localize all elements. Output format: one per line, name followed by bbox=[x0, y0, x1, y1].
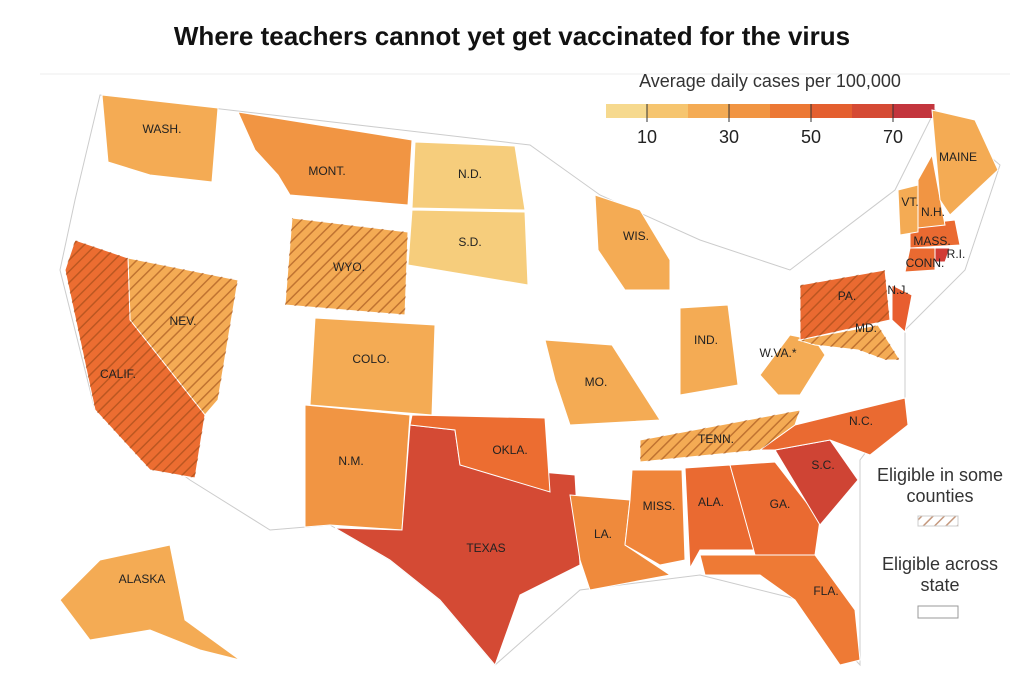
state-label: WASH. bbox=[143, 122, 182, 136]
state bbox=[411, 141, 526, 211]
legend-swatch bbox=[811, 104, 853, 118]
state-label: OKLA. bbox=[492, 443, 527, 457]
state-label: N.C. bbox=[849, 414, 873, 428]
state bbox=[304, 404, 411, 531]
legend-all: Eligible across state bbox=[881, 554, 999, 595]
state bbox=[891, 284, 913, 333]
white-swatch bbox=[917, 605, 959, 619]
state bbox=[904, 247, 936, 273]
legend-tick-label: 50 bbox=[801, 127, 821, 147]
state-label: VT. bbox=[901, 195, 918, 209]
state-label: MD. bbox=[855, 321, 877, 335]
state-label: MONT. bbox=[308, 164, 345, 178]
state-label: CONN. bbox=[906, 256, 945, 270]
state-label: MISS. bbox=[643, 499, 676, 513]
state-label: MO. bbox=[585, 375, 608, 389]
state-label: N.M. bbox=[338, 454, 363, 468]
state bbox=[897, 184, 919, 236]
state-label: R.I. bbox=[947, 247, 966, 261]
state-label: W.VA.* bbox=[759, 346, 796, 360]
state bbox=[594, 194, 671, 291]
state bbox=[59, 544, 241, 661]
legend-swatch bbox=[606, 104, 648, 118]
state-hatch bbox=[798, 325, 900, 360]
state-label: ALA. bbox=[698, 495, 724, 509]
hatch-swatch bbox=[917, 515, 959, 527]
state bbox=[624, 469, 686, 566]
legend-title: Average daily cases per 100,000 bbox=[639, 71, 901, 91]
legend-some: Eligible in some counties bbox=[876, 465, 1004, 506]
state bbox=[931, 109, 999, 216]
state-label: S.C. bbox=[811, 458, 834, 472]
state-label: ALASKA bbox=[119, 572, 166, 586]
state-label: N.H. bbox=[921, 205, 945, 219]
state bbox=[407, 209, 529, 286]
state-label: S.D. bbox=[458, 235, 481, 249]
title: Where teachers cannot yet get vaccinated… bbox=[174, 21, 850, 51]
legend-swatch bbox=[852, 104, 894, 118]
state-label: COLO. bbox=[352, 352, 389, 366]
state bbox=[729, 461, 821, 556]
state-label: GA. bbox=[770, 497, 791, 511]
state bbox=[544, 339, 661, 426]
state bbox=[101, 94, 219, 183]
state-label: TENN. bbox=[698, 432, 734, 446]
state bbox=[237, 111, 413, 206]
state-hatch bbox=[285, 218, 408, 315]
state bbox=[917, 153, 946, 229]
state-label: MAINE bbox=[939, 150, 977, 164]
legend-swatch bbox=[688, 104, 730, 118]
state-label: NEV. bbox=[170, 314, 197, 328]
legend-tick-label: 70 bbox=[883, 127, 903, 147]
state-hatch bbox=[800, 270, 890, 340]
state bbox=[758, 397, 909, 456]
state-label: FLA. bbox=[813, 584, 838, 598]
legend-swatch bbox=[893, 104, 935, 118]
state-label: WYO. bbox=[333, 260, 365, 274]
state-label: N.D. bbox=[458, 167, 482, 181]
legend-swatch bbox=[729, 104, 771, 118]
state-label: WIS. bbox=[623, 229, 649, 243]
legend-tick-label: 10 bbox=[637, 127, 657, 147]
state-label: IND. bbox=[694, 333, 718, 347]
state-label: LA. bbox=[594, 527, 612, 541]
legend-swatch bbox=[647, 104, 689, 118]
state-hatch bbox=[128, 258, 238, 415]
state-label: TEXAS bbox=[466, 541, 505, 555]
state bbox=[309, 317, 436, 416]
legend-tick-label: 30 bbox=[719, 127, 739, 147]
state-label: MASS. bbox=[913, 234, 950, 248]
state-label: PA. bbox=[838, 289, 856, 303]
legend: 10 30 50 70 bbox=[606, 104, 935, 147]
state bbox=[679, 304, 739, 396]
state bbox=[699, 554, 861, 666]
state bbox=[934, 247, 951, 263]
state-label: N.J. bbox=[887, 283, 908, 297]
state-hatch bbox=[640, 410, 800, 462]
states: WASH. MONT. N.D. S.D. WYO. NEV. CALIF. COLO. N.M… bbox=[59, 94, 999, 666]
state-label: CALIF. bbox=[100, 367, 136, 381]
state-hatch bbox=[65, 240, 205, 478]
state bbox=[409, 414, 551, 493]
legend-swatch bbox=[770, 104, 812, 118]
